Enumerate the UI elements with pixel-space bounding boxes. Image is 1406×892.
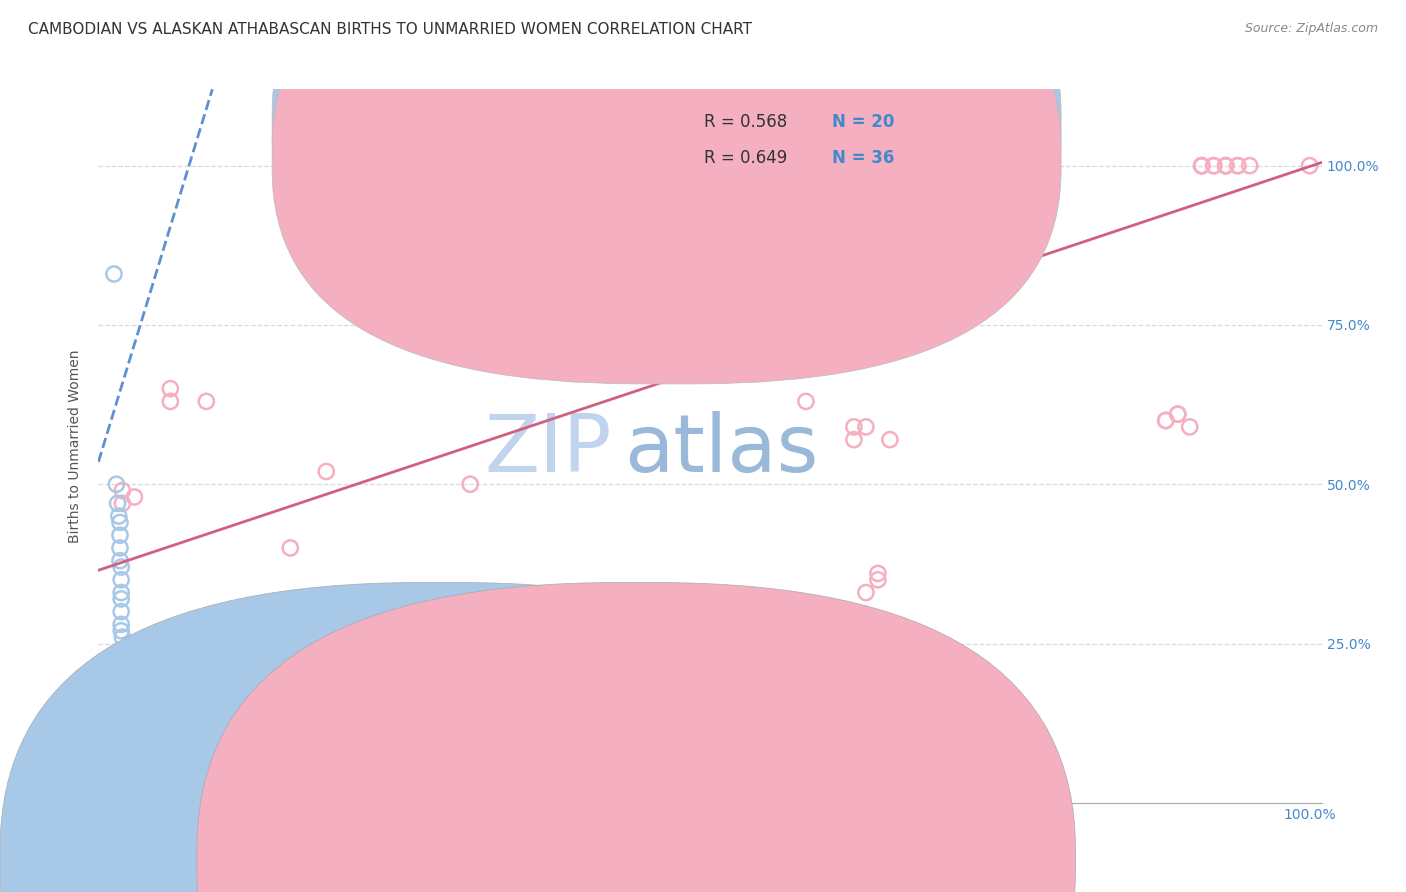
- Point: [1167, 407, 1189, 421]
- Text: R = 0.649: R = 0.649: [704, 149, 787, 167]
- Point: [1191, 159, 1213, 173]
- Text: CAMBODIAN VS ALASKAN ATHABASCAN BIRTHS TO UNMARRIED WOMEN CORRELATION CHART: CAMBODIAN VS ALASKAN ATHABASCAN BIRTHS T…: [28, 22, 752, 37]
- Point: [1298, 159, 1320, 173]
- Point: [1202, 159, 1225, 173]
- Point: [108, 541, 131, 555]
- Point: [111, 483, 134, 498]
- Point: [842, 433, 865, 447]
- Text: Cambodians: Cambodians: [461, 853, 557, 867]
- Text: Alaskan Athabascans: Alaskan Athabascans: [658, 853, 820, 867]
- Point: [110, 624, 132, 638]
- Point: [1191, 159, 1213, 173]
- Text: atlas: atlas: [624, 410, 818, 489]
- Point: [278, 541, 301, 555]
- Point: [111, 681, 134, 695]
- Y-axis label: Births to Unmarried Women: Births to Unmarried Women: [69, 350, 83, 542]
- Point: [111, 668, 134, 682]
- Point: [110, 591, 132, 606]
- Point: [1215, 159, 1237, 173]
- Point: [108, 528, 131, 542]
- Point: [842, 420, 865, 434]
- Point: [1215, 159, 1237, 173]
- Text: Source: ZipAtlas.com: Source: ZipAtlas.com: [1244, 22, 1378, 36]
- Point: [1167, 407, 1189, 421]
- Point: [1215, 159, 1237, 173]
- Point: [107, 496, 129, 510]
- Point: [105, 477, 128, 491]
- Point: [458, 477, 481, 491]
- Point: [866, 566, 889, 581]
- Point: [159, 394, 181, 409]
- Point: [111, 656, 134, 670]
- Point: [1191, 159, 1213, 173]
- Point: [855, 420, 877, 434]
- Point: [1226, 159, 1249, 173]
- Point: [794, 394, 817, 409]
- Point: [315, 465, 337, 479]
- Point: [866, 573, 889, 587]
- Point: [110, 585, 132, 599]
- Point: [110, 573, 132, 587]
- Point: [108, 516, 131, 530]
- Point: [1202, 159, 1225, 173]
- Point: [855, 585, 877, 599]
- Text: ZIP: ZIP: [485, 410, 612, 489]
- Point: [195, 394, 218, 409]
- Point: [110, 605, 132, 619]
- Point: [1191, 159, 1213, 173]
- Point: [124, 490, 146, 504]
- Point: [1215, 159, 1237, 173]
- FancyBboxPatch shape: [273, 0, 1062, 384]
- Point: [1226, 159, 1249, 173]
- Point: [1154, 413, 1177, 427]
- FancyBboxPatch shape: [273, 0, 1062, 351]
- Text: N = 20: N = 20: [832, 113, 894, 131]
- Point: [1154, 413, 1177, 427]
- Point: [111, 630, 134, 644]
- Text: R = 0.568: R = 0.568: [704, 113, 787, 131]
- Point: [111, 643, 134, 657]
- Bar: [627, 102, 950, 184]
- Text: N = 36: N = 36: [832, 149, 894, 167]
- Point: [111, 496, 134, 510]
- Point: [1239, 159, 1261, 173]
- Point: [159, 382, 181, 396]
- Point: [879, 433, 901, 447]
- Point: [108, 554, 131, 568]
- Point: [103, 267, 125, 281]
- Point: [108, 509, 131, 524]
- Point: [110, 560, 132, 574]
- Point: [1178, 420, 1201, 434]
- Point: [110, 617, 132, 632]
